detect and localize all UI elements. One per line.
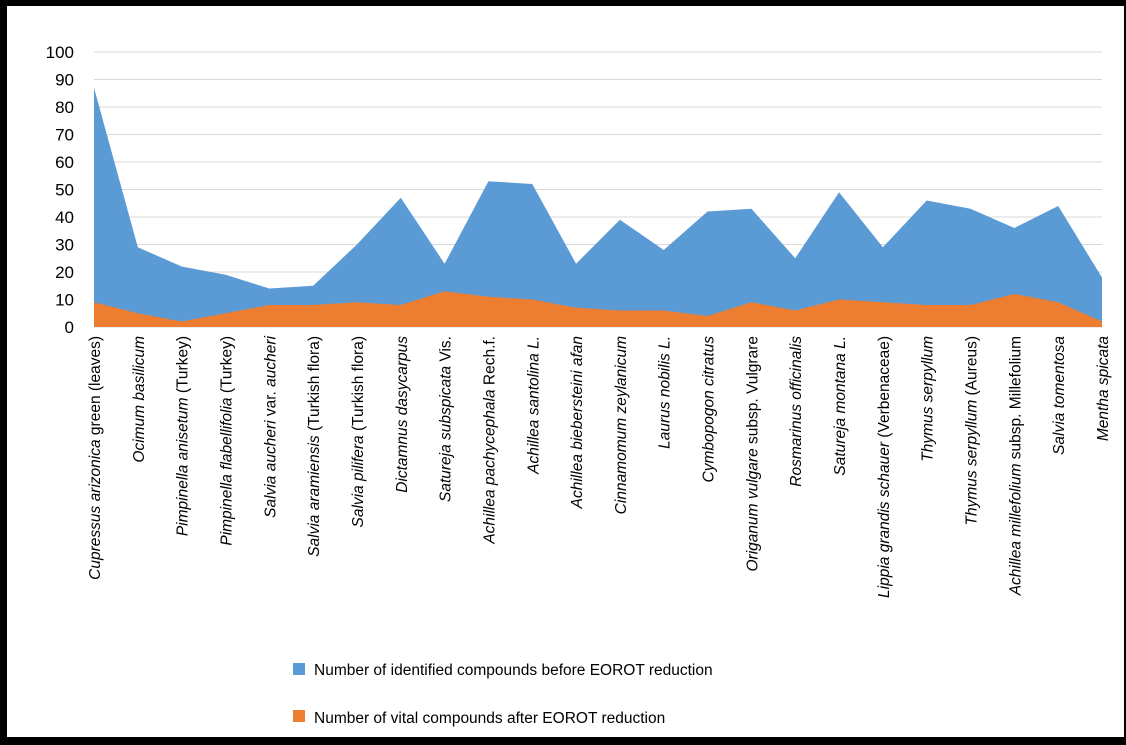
y-tick-label: 30 <box>55 236 74 255</box>
x-category-label: Lippia grandis schauer (Verbenaceae) <box>876 336 893 598</box>
y-tick-label: 90 <box>55 71 74 90</box>
area-before-reduction <box>94 87 1102 327</box>
y-tick-label: 60 <box>55 153 74 172</box>
y-tick-label: 10 <box>55 291 74 310</box>
x-category-label: Salvia tomentosa <box>1051 336 1068 455</box>
y-tick-label: 100 <box>46 43 74 62</box>
x-category-label: Dictamnus dasycarpus <box>394 336 411 493</box>
x-category-label: Pimpinella anisetum (Turkey) <box>175 336 192 536</box>
area-after-reduction <box>94 291 1102 327</box>
x-category-label: Satureja montana L. <box>832 336 849 476</box>
x-axis-category-labels: Cupressus arizonica green (leaves) Ocimum… <box>87 335 1112 598</box>
x-category-label: Pimpinella flabellifolia (Turkey) <box>218 336 235 546</box>
y-tick-label: 70 <box>55 126 74 145</box>
x-category-label: Salvia aramiensis (Turkish flora) <box>306 336 323 557</box>
legend: Number of identified compounds before EO… <box>293 662 713 727</box>
x-category-label: Salvia aucheri var. aucheri <box>262 335 279 517</box>
x-category-label: Ocimum basilicum <box>131 336 148 463</box>
y-tick-label: 0 <box>65 318 74 337</box>
x-category-label: Thymus serpyllum (Aureus) <box>964 336 981 526</box>
y-tick-label: 40 <box>55 208 74 227</box>
y-tick-label: 20 <box>55 263 74 282</box>
x-category-label: Cinnamomum zeylanicum <box>613 336 630 514</box>
x-category-label: Achillea biebersteini afan <box>569 336 586 509</box>
x-category-label: Mentha spicata <box>1095 336 1112 441</box>
x-category-label: Achillea pachycephala Rech.f. <box>481 336 498 545</box>
x-category-label: Thymus serpyllum <box>920 336 937 462</box>
x-category-label: Satureja subspicata Vis. <box>438 336 455 502</box>
legend-label-after: Number of vital compounds after EOROT re… <box>314 710 665 727</box>
x-category-label: Origanum vulgare subsp. Vulgrare <box>744 336 761 572</box>
x-category-label: Rosmarinus officinalis <box>788 336 805 487</box>
y-tick-label: 50 <box>55 181 74 200</box>
x-category-label: Cupressus arizonica green (leaves) <box>87 336 104 580</box>
x-category-label: Salvia pilifera (Turkish flora) <box>350 336 367 528</box>
series-areas <box>94 87 1102 327</box>
legend-swatch-after <box>293 710 305 722</box>
x-category-label: Achillea santolina L. <box>525 336 542 475</box>
x-category-label: Cymbopogon citratus <box>701 336 718 483</box>
legend-label-before: Number of identified compounds before EO… <box>314 662 713 679</box>
x-category-label: Achillea millefolium subsp. Millefolium <box>1007 336 1024 596</box>
legend-swatch-before <box>293 663 305 675</box>
x-category-label: Laurus nobilis L. <box>657 336 674 449</box>
y-axis-ticks: 0 10 20 30 40 50 60 70 80 90 100 <box>46 43 74 337</box>
y-tick-label: 80 <box>55 98 74 117</box>
